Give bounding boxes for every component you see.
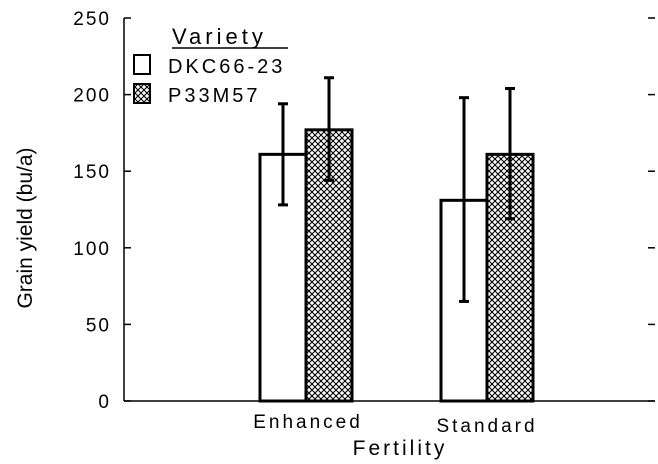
category-labels: Enhanced Standard bbox=[253, 412, 537, 437]
x-axis-title: Fertility bbox=[353, 437, 448, 460]
error-bars bbox=[278, 76, 515, 303]
y-tick-label: 50 bbox=[86, 315, 111, 336]
legend-swatch-dkc66-23 bbox=[133, 54, 151, 75]
plot-frame bbox=[123, 18, 655, 402]
bars bbox=[258, 128, 535, 403]
legend-title: Variety bbox=[172, 24, 267, 49]
legend-swatch-p33m57 bbox=[133, 83, 151, 104]
legend-label-dkc66-23: DKC66-23 bbox=[168, 56, 285, 78]
y-tick-label: 0 bbox=[98, 392, 111, 413]
y-tick-label: 150 bbox=[73, 162, 111, 183]
category-label-standard: Standard bbox=[436, 416, 537, 437]
y-tick-label: 200 bbox=[73, 86, 111, 107]
legend: Variety DKC66-23 P33M57 bbox=[133, 24, 288, 107]
y-axis-title: Grain yield (bu/a) bbox=[14, 147, 37, 308]
y-tick-label: 100 bbox=[73, 239, 111, 260]
legend-label-p33m57: P33M57 bbox=[168, 85, 261, 107]
y-ticks: 0 50 100 150 200 250 bbox=[73, 9, 655, 413]
y-tick-label: 250 bbox=[73, 9, 111, 30]
category-label-enhanced: Enhanced bbox=[253, 412, 363, 433]
